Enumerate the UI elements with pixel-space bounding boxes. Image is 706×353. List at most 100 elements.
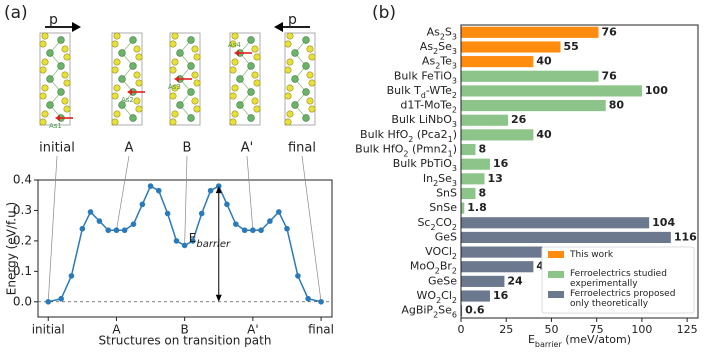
- text-part: GeS: [435, 230, 457, 243]
- energy-point: [258, 227, 264, 234]
- subscript: 2: [433, 311, 438, 320]
- energy-point: [139, 201, 146, 208]
- energy-point: [96, 218, 103, 224]
- subscript: 3: [452, 164, 457, 173]
- atom-as: [187, 114, 195, 122]
- subscript: 2: [403, 150, 408, 159]
- x-tick-label: 0: [458, 323, 465, 336]
- bar: [461, 85, 642, 97]
- bar: [461, 246, 543, 258]
- subscript: 3: [452, 76, 457, 85]
- atom-se: [306, 71, 314, 79]
- energy-point: [190, 238, 196, 244]
- value-label: 26: [511, 113, 527, 126]
- energy-point: [147, 183, 154, 189]
- atom-as: [187, 88, 195, 96]
- atom-se: [169, 40, 177, 48]
- y-tick-label: 0.2: [13, 233, 32, 247]
- atom-se: [113, 110, 121, 118]
- atom-se: [63, 79, 71, 87]
- subscript: barrier: [535, 340, 563, 349]
- atom-se: [193, 79, 201, 87]
- text-part: SnSe: [429, 201, 457, 214]
- y-tick-label: 0.3: [13, 203, 32, 217]
- atom-se: [308, 105, 316, 113]
- text-part: Cl: [441, 289, 452, 302]
- atom-se: [284, 92, 292, 100]
- subscript: 2: [452, 296, 457, 305]
- bar: [461, 70, 599, 82]
- energy-point: [79, 225, 86, 232]
- arrow-head: [55, 115, 60, 121]
- atom-as: [302, 62, 310, 70]
- atom-se: [135, 53, 143, 61]
- text-part: Bulk LiNbO: [391, 113, 452, 126]
- x-tick-label: 125: [677, 323, 698, 336]
- atom-as: [129, 114, 137, 122]
- bar: [461, 100, 606, 112]
- energy-point: [130, 221, 137, 227]
- category-label: AgBiP2Se6: [401, 304, 457, 320]
- text-part: As: [427, 25, 441, 38]
- atom-as: [57, 88, 65, 96]
- energy-point: [233, 221, 239, 227]
- atom-se: [61, 97, 69, 105]
- atom-se: [231, 58, 239, 66]
- energy-point: [305, 295, 311, 302]
- text-part: ): [453, 143, 457, 156]
- atom-as: [236, 75, 244, 83]
- atom-se: [135, 105, 143, 113]
- atom-se: [306, 45, 314, 53]
- energy-point: [318, 298, 324, 305]
- subscript: 2: [452, 91, 457, 100]
- legend-entry: Ferroelectrics studied experimentally: [570, 269, 667, 289]
- atom-se: [169, 66, 177, 74]
- x-tick-label: 50: [544, 323, 558, 336]
- value-label: 16: [493, 157, 509, 170]
- atom-se: [111, 66, 119, 74]
- text-part: Bulk T: [387, 84, 421, 97]
- subscript: 1: [448, 150, 453, 159]
- panel-label: (b): [372, 3, 396, 23]
- atom-se: [308, 53, 316, 61]
- bar: [461, 114, 509, 126]
- atom-se: [113, 58, 121, 66]
- category-label: VOCl2: [425, 245, 457, 261]
- atom-se: [308, 79, 316, 87]
- legend-box: [541, 246, 695, 314]
- x-axis-label: Ebarrier (meV/atom): [528, 333, 631, 349]
- atom-se: [229, 92, 237, 100]
- atom-se: [284, 40, 292, 48]
- legend-label: This work: [570, 250, 614, 260]
- energy-point: [295, 273, 301, 279]
- bar: [461, 275, 505, 287]
- structure-label: A: [125, 141, 134, 156]
- atom-se: [171, 32, 179, 40]
- polarization-label: p: [49, 12, 58, 28]
- y-tick-label: 0.1: [13, 264, 32, 278]
- atom-as: [291, 49, 299, 57]
- atom-se: [253, 53, 261, 61]
- text-part: VOCl: [425, 245, 452, 258]
- arrow-head: [274, 22, 283, 32]
- plot-frame: [460, 24, 699, 319]
- text-part: As: [420, 40, 434, 53]
- atom-se: [191, 97, 199, 105]
- energy-point: [105, 227, 112, 234]
- bar: [461, 290, 490, 302]
- atom-se: [229, 66, 237, 74]
- x-tick-label: 100: [631, 323, 652, 336]
- cell-box: [229, 32, 261, 126]
- plot-frame: [37, 179, 333, 318]
- x-tick-label: initial: [32, 323, 65, 337]
- atom-as: [46, 101, 54, 109]
- atom-as: [187, 62, 195, 70]
- bar: [461, 143, 476, 156]
- bar: [461, 56, 534, 68]
- subscript: 6: [452, 311, 457, 320]
- atom-as: [291, 101, 299, 109]
- atom-se: [111, 118, 119, 126]
- atom-label: As4: [228, 41, 241, 49]
- atom-se: [61, 45, 69, 53]
- text-part: -WTe: [426, 84, 452, 97]
